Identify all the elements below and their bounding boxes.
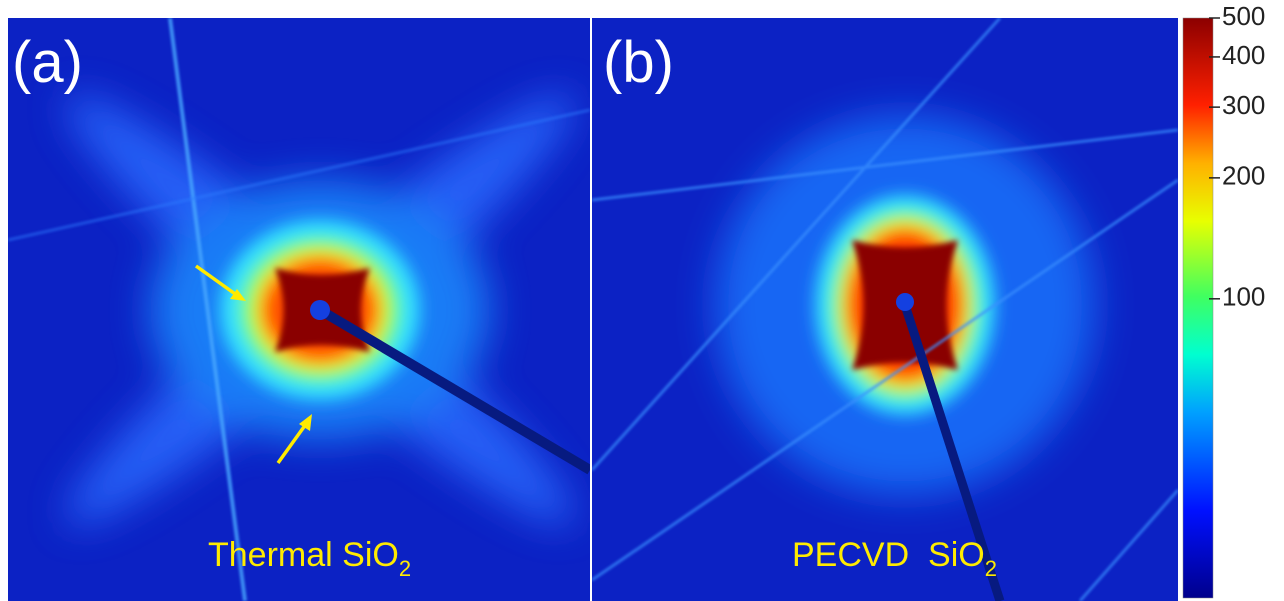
colorbar-tick-label: 100 (1222, 282, 1265, 312)
panel-label: (a) (12, 30, 83, 95)
caption-text: PECVD SiO (792, 536, 985, 574)
caption-text: Thermal SiO (208, 536, 399, 574)
colorbar-tick-label: 400 (1222, 40, 1265, 70)
panel-caption: PECVD SiO2 (792, 536, 997, 581)
colorbar (1182, 17, 1214, 599)
panel-caption: Thermal SiO2 (208, 536, 411, 581)
colorbar-tick-label: 500 (1222, 1, 1265, 31)
panel-b-image (592, 18, 1178, 601)
colorbar-tick-label: 200 (1222, 161, 1265, 191)
panel-a-image (8, 18, 590, 601)
panel-label: (b) (603, 30, 674, 95)
caption-subscript: 2 (985, 556, 997, 581)
colorbar-tick-label: 300 (1222, 90, 1265, 120)
caption-subscript: 2 (399, 556, 411, 581)
